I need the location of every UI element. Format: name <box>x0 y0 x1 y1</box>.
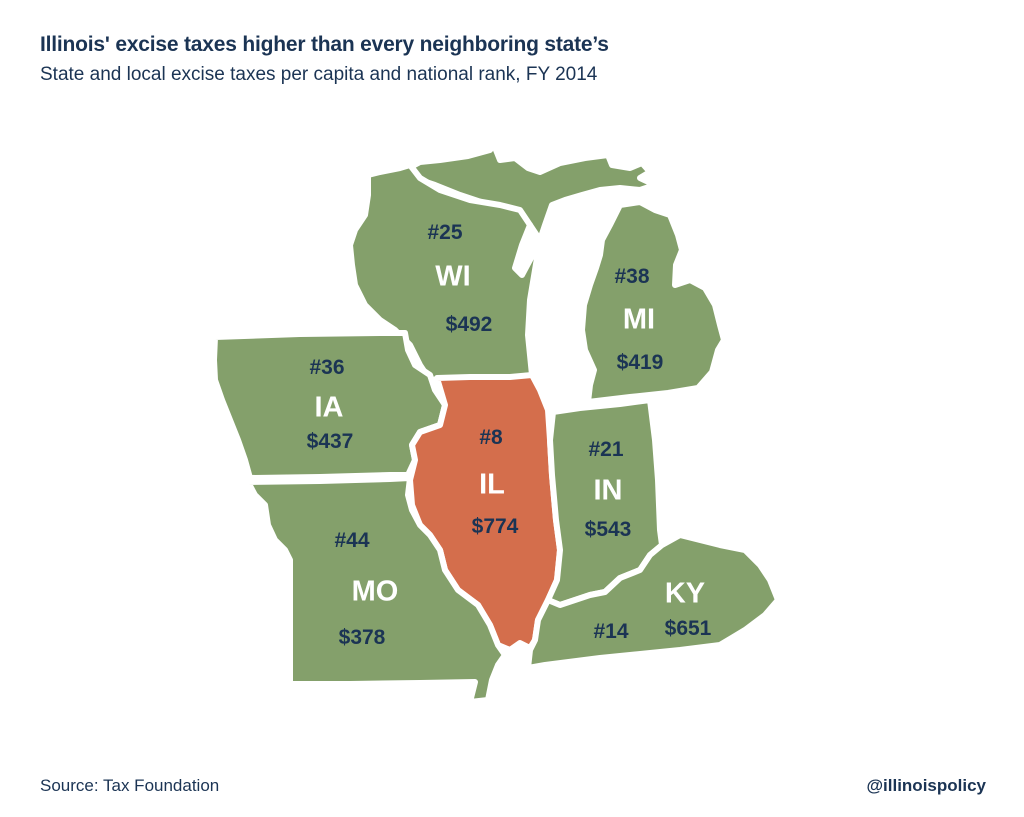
wi-abbr: WI <box>435 260 471 293</box>
state-shape-wi <box>347 162 543 383</box>
state-shape-ky <box>525 532 781 671</box>
state-shape-mi-lower <box>579 199 727 405</box>
wi-value: $492 <box>445 313 493 336</box>
mi-rank: #38 <box>614 265 650 288</box>
ky-value: $651 <box>664 617 712 640</box>
mo-abbr: MO <box>351 575 399 608</box>
ia-rank: #36 <box>309 356 345 379</box>
ky-abbr: KY <box>664 577 706 610</box>
ia-value: $437 <box>306 430 354 453</box>
wi-rank: #25 <box>427 221 463 244</box>
mo-rank: #44 <box>334 529 370 552</box>
mo-value: $378 <box>338 626 386 649</box>
in-rank: #21 <box>588 438 624 461</box>
in-value: $543 <box>584 518 632 541</box>
il-rank: #8 <box>479 426 503 449</box>
social-handle: @illinoispolicy <box>866 776 986 795</box>
ia-abbr: IA <box>314 391 344 424</box>
chart-subtitle: State and local excise taxes per capita … <box>40 64 598 85</box>
state-shape-mo <box>245 475 508 705</box>
chart-title: Illinois' excise taxes higher than every… <box>40 33 609 56</box>
il-abbr: IL <box>479 468 505 501</box>
ky-rank: #14 <box>593 620 629 643</box>
il-value: $774 <box>471 515 519 538</box>
mi-abbr: MI <box>622 303 656 336</box>
source-note: Source: Tax Foundation <box>40 776 220 795</box>
mi-value: $419 <box>616 351 664 374</box>
state-shape-il <box>407 372 563 653</box>
in-abbr: IN <box>593 474 623 507</box>
